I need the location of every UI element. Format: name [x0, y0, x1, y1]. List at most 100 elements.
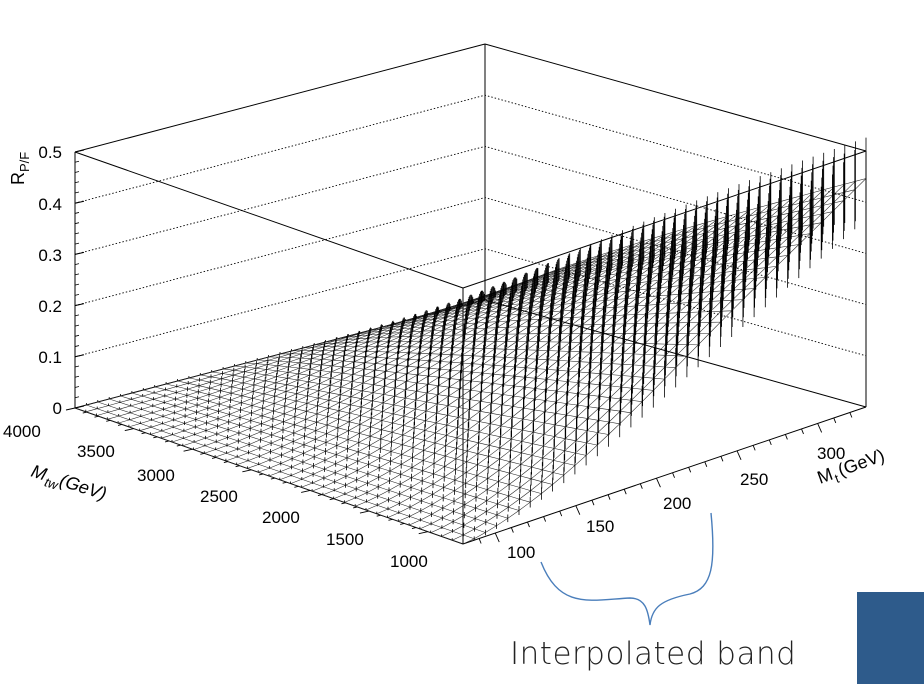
mtw-tick-label: 4000: [3, 422, 41, 441]
mtw-tick: [153, 436, 158, 439]
mtw-tick: [242, 469, 252, 473]
mtw-tick-label: 1000: [390, 552, 428, 571]
mtw-tick-label: 2000: [262, 508, 300, 527]
mt-tick: [768, 439, 772, 446]
frame-edge: [484, 43, 867, 152]
mtw-tick: [282, 481, 287, 484]
mt-tick: [543, 516, 547, 522]
mt-tick: [639, 483, 643, 489]
mtw-tick: [65, 407, 76, 411]
z-minor-tick: [74, 242, 80, 245]
error-bars: [74, 137, 867, 544]
interpolated-band-label: Interpolated band: [510, 636, 797, 672]
mtw-tick: [341, 502, 346, 505]
z-minor-tick: [74, 191, 80, 194]
mt-tick-label: 200: [663, 494, 691, 513]
z-minor-tick: [74, 273, 80, 276]
mt-tick: [527, 521, 530, 528]
mtw-axis-title-main: M: [29, 461, 49, 485]
z-minor-tick: [74, 396, 80, 399]
z-tick-label: 0.5: [38, 143, 62, 162]
frame-edge: [74, 151, 464, 289]
mt-axis-title-sub: t: [833, 471, 842, 486]
z-tick-label: 0.3: [38, 246, 62, 265]
z-minor-tick: [74, 232, 80, 235]
axis-ticks: [65, 149, 853, 544]
mtw-tick: [223, 461, 228, 464]
mtw-tick: [94, 415, 99, 418]
z-minor-tick: [74, 253, 80, 255]
frame-edge: [462, 406, 867, 545]
mtw-tick: [270, 477, 275, 480]
z-minor-tick: [74, 386, 80, 388]
mt-tick: [817, 423, 823, 433]
mtw-tick: [211, 457, 217, 459]
mt-tick: [736, 450, 742, 461]
mt-tick-label: 150: [586, 517, 614, 536]
mt-tick: [559, 510, 563, 517]
mtw-tick: [294, 485, 299, 488]
mtw-axis-title: M tw (GeV): [29, 461, 109, 504]
accent-box: [857, 592, 924, 684]
mtw-tick: [418, 531, 428, 535]
mtw-tick: [411, 527, 417, 529]
z-tick-label: 0: [53, 399, 62, 418]
z-minor-tick: [74, 171, 80, 173]
interpolated-band-brace: [540, 512, 714, 626]
mt-tick: [672, 472, 675, 478]
z-gridline: [74, 94, 867, 204]
z-minor-tick: [74, 334, 80, 337]
mtw-tick: [259, 473, 264, 476]
mtw-tick: [400, 522, 405, 525]
z-tick-label: 0.2: [38, 297, 62, 316]
z-tick: [74, 149, 85, 153]
z-minor-tick: [74, 355, 80, 358]
z-minor-tick: [74, 181, 80, 184]
z-axis-title: R P/F: [8, 152, 32, 185]
mt-tick: [833, 417, 837, 424]
z-minor-tick: [74, 283, 80, 286]
mtw-tick: [317, 494, 323, 496]
z-minor-tick: [74, 263, 80, 266]
mt-tick: [575, 505, 581, 515]
mt-tick-label: 300: [817, 444, 845, 463]
mt-tick: [801, 428, 804, 435]
mt-tick: [478, 538, 482, 544]
mt-tick: [591, 499, 595, 506]
axis-frame: [74, 43, 867, 545]
z-minor-tick: [74, 345, 80, 347]
mt-tick-label: 250: [740, 470, 768, 489]
mtw-tick: [329, 498, 334, 501]
z-minor-tick: [74, 375, 80, 378]
mtw-tick: [176, 444, 181, 447]
mt-tick-label: 100: [507, 543, 535, 562]
z-minor-tick: [74, 314, 80, 317]
mtw-tick: [301, 489, 311, 493]
z-minor-tick: [74, 201, 80, 204]
mtw-tick: [141, 432, 146, 435]
mt-tick: [607, 494, 611, 500]
z-minor-tick: [74, 365, 80, 368]
z-minor-tick: [74, 324, 80, 327]
mtw-tick: [82, 411, 87, 414]
mtw-tick-label: 3500: [77, 442, 115, 461]
mtw-tick-label: 2500: [200, 487, 238, 506]
mtw-tick: [164, 440, 170, 443]
mt-axis-title-main: M: [815, 464, 836, 488]
z-minor-tick: [74, 304, 80, 306]
z-axis-title-main: R: [8, 172, 28, 185]
mt-tick: [656, 478, 661, 488]
mtw-tick: [353, 506, 358, 509]
mt-tick: [752, 445, 756, 451]
mtw-tick: [200, 452, 205, 455]
mt-tick: [784, 434, 788, 440]
mtw-tick: [359, 510, 370, 514]
z-tick-label: 0.1: [38, 348, 62, 367]
z-tick-label: 0.4: [38, 195, 62, 214]
z-minor-tick: [74, 222, 80, 225]
mtw-tick-label: 1500: [326, 530, 364, 549]
mtw-tick-label: 3000: [137, 466, 175, 485]
mt-tick: [849, 412, 853, 418]
mt-tick: [720, 456, 724, 462]
